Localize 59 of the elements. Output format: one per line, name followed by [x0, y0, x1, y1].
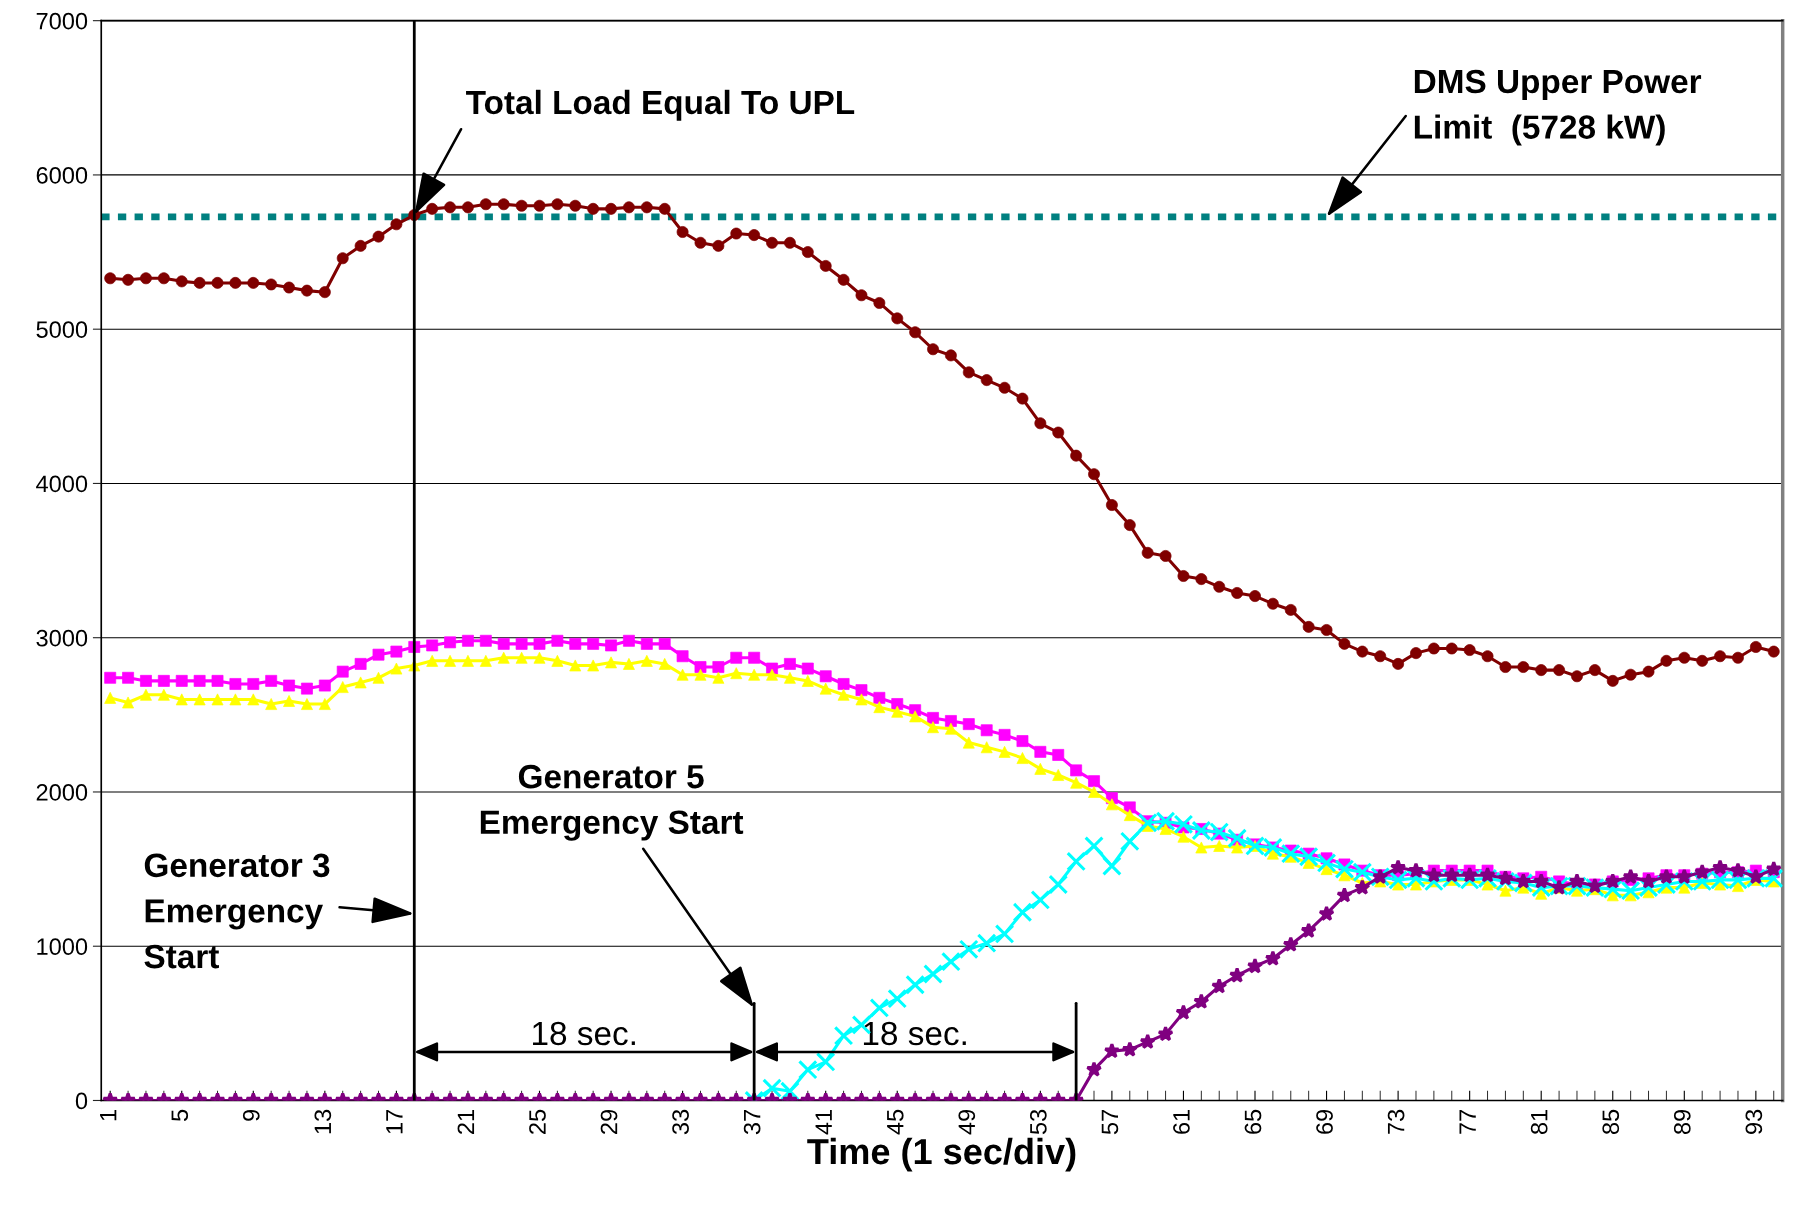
x-tick-label: 29 [600, 1109, 618, 1134]
point [958, 939, 979, 960]
x-tick-label: 13 [314, 1109, 332, 1134]
x-tick-label: 65 [1244, 1109, 1262, 1134]
point [976, 933, 997, 953]
x-tick-label: 17 [386, 1110, 403, 1134]
point [833, 1025, 854, 1046]
x-tick-label: 45 [887, 1109, 904, 1135]
x-tick-label: 25 [529, 1109, 546, 1134]
point [887, 988, 908, 1009]
x-tick-label: 37 [743, 1110, 761, 1135]
point [923, 964, 943, 984]
point [1119, 831, 1140, 852]
point [1084, 836, 1104, 856]
annotation: 18 sec. [533, 1021, 635, 1046]
x-tick-label: 21 [457, 1109, 475, 1134]
annotation: Total Load Equal To UPL [466, 89, 855, 121]
x-tick-label: 81 [1530, 1109, 1548, 1135]
y-tick-label: 7000 [36, 12, 88, 30]
y-tick-label: 4000 [36, 475, 88, 493]
x-tick-label: 9 [242, 1109, 260, 1121]
x-tick-label: 73 [1387, 1109, 1405, 1134]
annotation: Generator 5 Emergency Start [480, 764, 744, 841]
point [797, 1059, 818, 1080]
x-tick-label: 77 [1459, 1110, 1476, 1134]
x-tick-label: 1 [100, 1109, 117, 1121]
annotation: Generator 3 Emergency Start [144, 853, 330, 969]
x-tick-label: 85 [1602, 1109, 1620, 1135]
x-axis-title: Time (1 sec/div) [807, 1137, 1076, 1172]
point [1030, 890, 1051, 910]
x-tick-label: 49 [958, 1109, 976, 1135]
y-tick-label: 3000 [36, 629, 88, 647]
x-tick-label: 5 [171, 1109, 189, 1121]
point [1012, 902, 1033, 923]
point [905, 974, 925, 995]
x-tick-label: 53 [1029, 1109, 1047, 1135]
point [1316, 853, 1337, 873]
y-tick-label: 2000 [36, 784, 88, 801]
annotation: DMS Upper Power Limit (5728 kW) [1414, 69, 1702, 146]
x-tick-label: 93 [1745, 1109, 1763, 1134]
x-tick-label: 69 [1316, 1109, 1333, 1134]
point [1066, 851, 1086, 872]
point [994, 924, 1015, 944]
x-tick-label: 41 [815, 1109, 832, 1135]
point [815, 1052, 836, 1072]
x-tick-label: 57 [1101, 1110, 1119, 1135]
point [1048, 874, 1069, 895]
y-tick-label: 5000 [36, 321, 88, 338]
point [1227, 828, 1247, 849]
point [869, 998, 890, 1018]
point [941, 951, 961, 972]
point [1102, 856, 1122, 876]
y-tick-label: 1000 [37, 938, 88, 956]
x-tick-label: 61 [1173, 1109, 1190, 1134]
x-tick-label: 89 [1673, 1109, 1691, 1135]
y-tick-label: 0 [75, 1092, 88, 1110]
x-tick-label: 33 [672, 1109, 689, 1135]
annotation: 18 sec. [863, 1021, 966, 1046]
y-tick-label: 6000 [36, 167, 88, 184]
